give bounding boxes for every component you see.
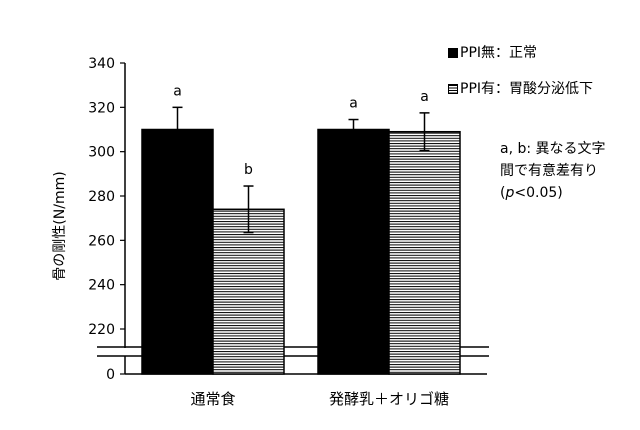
significance-label: a	[420, 89, 429, 105]
y-tick-label: 280	[88, 189, 115, 205]
y-tick-label: 260	[88, 233, 115, 249]
significance-note: a, b: 異なる文字 間で有意差有り (p<0.05)	[500, 138, 606, 204]
axis-break-gap	[97, 348, 489, 356]
x-tick-label: 発酵乳＋オリゴ糖	[329, 390, 449, 408]
legend-item-ppi-present: PPI有：胃酸分泌低下	[448, 78, 593, 98]
y-tick-label: 340	[88, 56, 115, 72]
y-tick-label: 240	[88, 278, 115, 294]
legend-swatch-striped	[448, 84, 458, 94]
y-tick-label: 300	[88, 145, 115, 161]
y-tick-label: 320	[88, 100, 115, 116]
significance-label: a	[173, 83, 182, 99]
legend-label: PPI無：正常	[460, 45, 538, 61]
y-tick-label: 0	[106, 367, 115, 383]
bar	[141, 128, 214, 375]
bar	[388, 130, 461, 375]
legend-label: PPI有：胃酸分泌低下	[460, 81, 594, 97]
note-line-3: (p<0.05)	[500, 185, 563, 201]
significance-label: a	[349, 96, 358, 112]
legend-item-ppi-none: PPI無：正常	[448, 42, 537, 62]
bar	[317, 128, 390, 375]
note-line-2: 間で有意差有り	[500, 163, 598, 179]
x-tick-label: 通常食	[190, 390, 235, 408]
y-axis-label: 骨の剛性(N/mm)	[52, 171, 68, 280]
significance-label: b	[244, 162, 253, 178]
legend-swatch-solid	[448, 48, 458, 58]
note-line-1: a, b: 異なる文字	[500, 141, 606, 157]
y-tick-label: 220	[88, 322, 115, 338]
bar	[212, 208, 285, 375]
